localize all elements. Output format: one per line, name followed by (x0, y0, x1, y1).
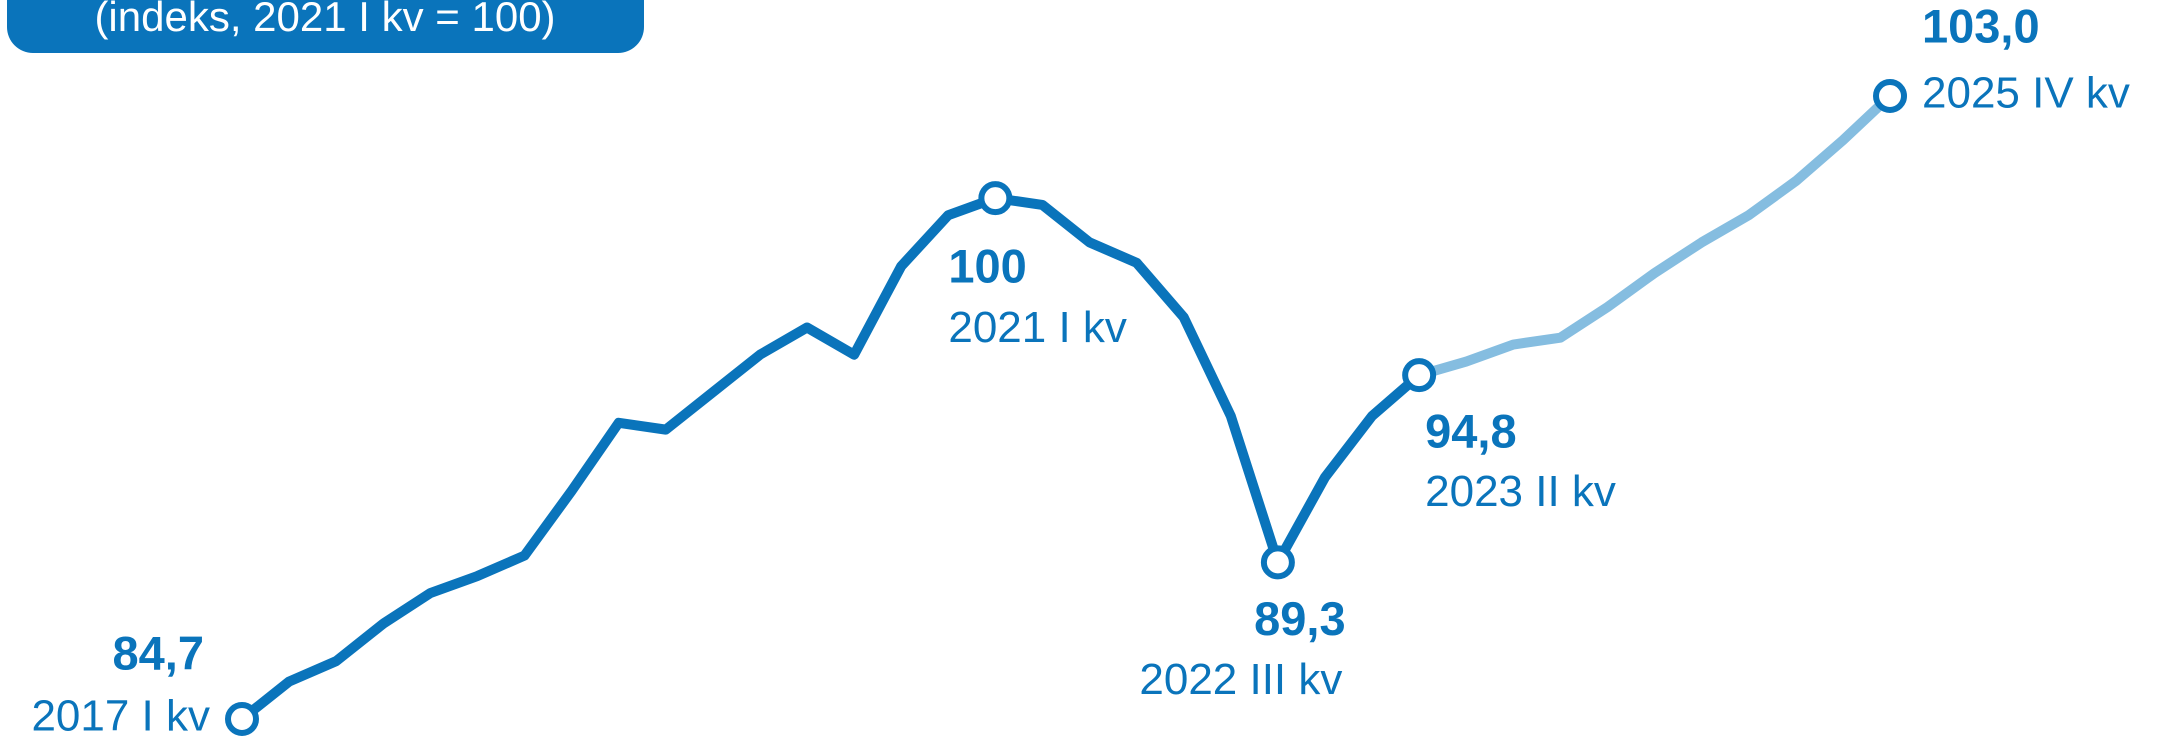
category-label: 2022 III kv (1139, 655, 1342, 704)
point-marker (1402, 358, 1437, 393)
point-marker (1873, 79, 1907, 113)
category-label: 2021 I kv (948, 303, 1127, 352)
category-label: 2023 II kv (1425, 467, 1616, 516)
chart-subtitle: (indeks, 2021 I kv = 100) (94, 0, 555, 40)
line (1414, 91, 1895, 381)
category-label: 2025 IV kv (1922, 69, 2130, 118)
value-label: 84,7 (113, 626, 204, 679)
line (237, 193, 1425, 724)
category-label: 2017 I kv (31, 692, 210, 738)
point-marker (225, 702, 259, 736)
point-marker (1260, 545, 1295, 580)
point-marker (978, 181, 1013, 216)
subtitle-box (7, 0, 644, 53)
value-label: 100 (948, 240, 1026, 293)
value-label: 89,3 (1254, 592, 1345, 645)
value-label: 94,8 (1425, 405, 1516, 458)
value-label: 103,0 (1922, 0, 2040, 52)
